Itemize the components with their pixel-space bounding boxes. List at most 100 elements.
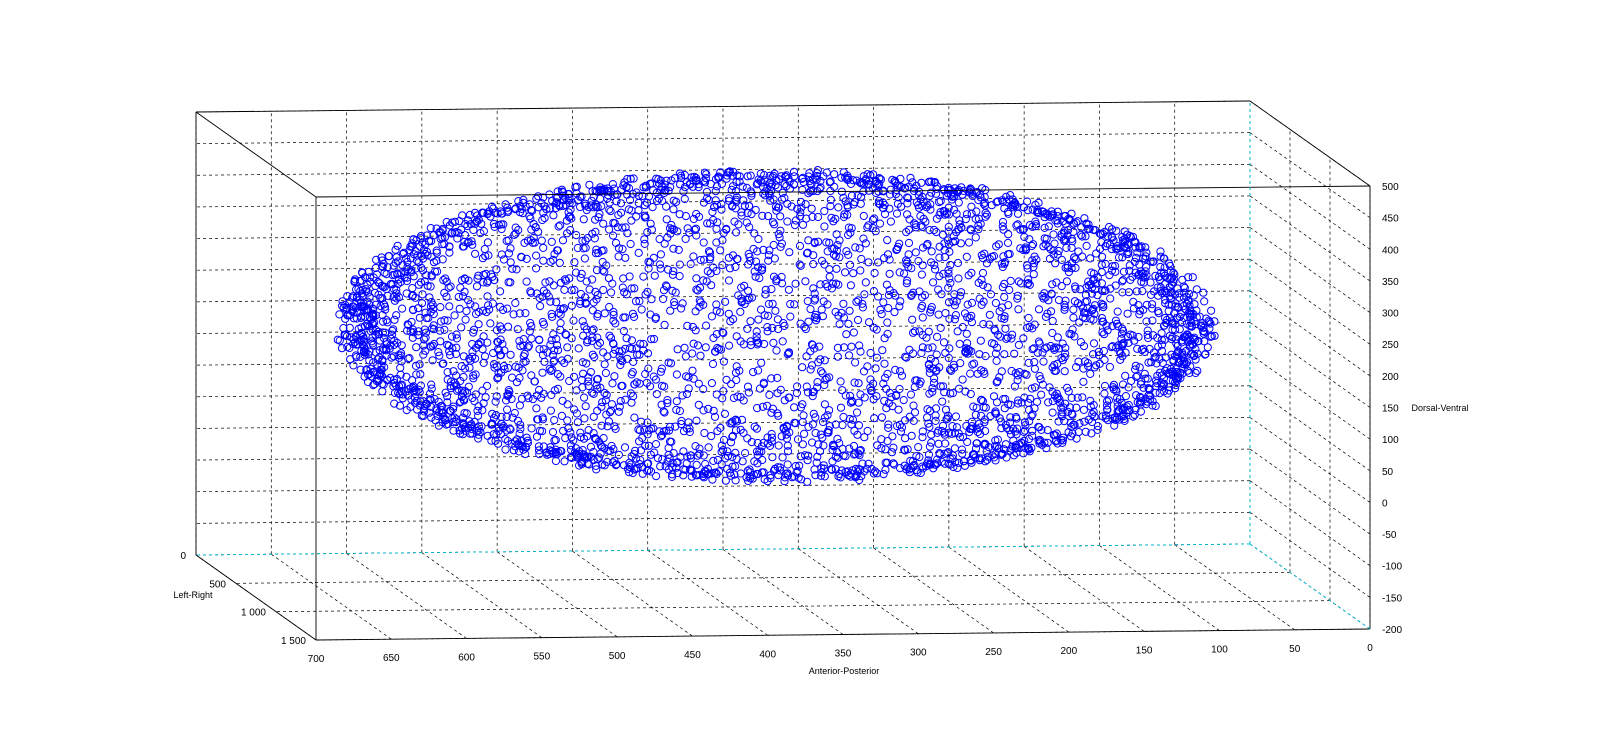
scatter-point xyxy=(890,308,899,317)
scatter-point xyxy=(900,445,909,454)
scatter-point xyxy=(1160,263,1169,272)
scatter-point xyxy=(1123,230,1132,239)
scatter-point xyxy=(1006,191,1015,200)
scatter-point xyxy=(692,460,701,469)
scatter-point xyxy=(521,202,530,211)
scatter-point xyxy=(640,235,649,244)
scatter-point xyxy=(452,330,461,339)
scatter-point xyxy=(1193,366,1202,375)
scatter-point xyxy=(977,251,986,260)
scatter-point xyxy=(1017,438,1026,447)
scatter-point xyxy=(850,378,859,387)
scatter-point xyxy=(668,470,677,479)
scatter-point xyxy=(713,218,722,227)
scatter-point xyxy=(816,280,825,289)
scatter-point xyxy=(815,184,824,194)
scatter-point xyxy=(384,252,393,261)
scatter-point xyxy=(1019,225,1028,234)
scatter-point xyxy=(691,442,700,451)
scatter-point xyxy=(953,463,962,473)
scatter-point xyxy=(584,377,593,386)
scatter-point xyxy=(970,359,979,368)
scatter-point xyxy=(699,276,708,285)
scatter-point xyxy=(506,425,515,434)
scatter-point xyxy=(849,269,858,278)
scatter-point xyxy=(708,207,717,217)
scatter-point xyxy=(1171,325,1180,334)
scatter-point xyxy=(620,178,629,187)
scatter-point xyxy=(532,264,541,273)
scatter-point xyxy=(844,250,853,259)
scatter-point xyxy=(1156,247,1165,256)
scatter-point xyxy=(981,403,990,412)
scatter-point xyxy=(1125,406,1134,415)
scatter-point xyxy=(1081,427,1090,436)
scatter-point xyxy=(998,217,1008,227)
scatter-point xyxy=(573,418,582,427)
scatter-point xyxy=(641,369,650,379)
scatter-point xyxy=(1156,262,1165,272)
scatter-point xyxy=(426,307,435,317)
scatter-point xyxy=(767,182,776,191)
scatter-point xyxy=(403,273,412,282)
scatter-point xyxy=(644,441,653,450)
scatter-point xyxy=(582,277,591,286)
scatter-point xyxy=(703,219,712,228)
scatter-point xyxy=(809,260,818,269)
scatter-point xyxy=(719,435,729,445)
scatter-point xyxy=(1012,448,1021,457)
scatter-point xyxy=(1102,321,1111,330)
scatter-point xyxy=(819,441,828,450)
scatter-point xyxy=(486,270,496,279)
scatter-point xyxy=(842,174,851,183)
scatter-point xyxy=(618,381,627,390)
scatter-point xyxy=(1102,397,1112,406)
scatter-point xyxy=(519,335,528,344)
scatter-point xyxy=(614,252,623,261)
scatter-point xyxy=(847,420,856,429)
scatter-point xyxy=(863,426,872,436)
scatter-point xyxy=(1008,330,1017,339)
scatter-point xyxy=(429,258,439,267)
scatter-point xyxy=(588,333,597,342)
scatter-point xyxy=(874,196,884,206)
scatter-point xyxy=(1017,398,1026,407)
scatter-point xyxy=(548,312,557,321)
scatter-point xyxy=(833,434,842,443)
scatter-point xyxy=(547,390,556,400)
scatter-point xyxy=(1028,345,1037,354)
scatter-point xyxy=(572,231,581,240)
scatter-point xyxy=(1006,276,1015,285)
scatter-point xyxy=(378,357,387,366)
scatter-point xyxy=(1061,349,1070,358)
scatter-point xyxy=(612,460,621,469)
x-tick-label: 100 xyxy=(1211,645,1228,656)
scatter-point xyxy=(1173,313,1182,322)
scatter-point xyxy=(345,323,354,332)
scatter-point xyxy=(593,309,602,319)
scatter-point xyxy=(761,187,770,196)
grid-line-floor-x xyxy=(346,553,467,639)
scatter-point xyxy=(589,389,598,398)
scatter-point xyxy=(547,336,556,345)
scatter-point xyxy=(641,290,650,299)
scatter-point xyxy=(514,197,523,206)
scatter-point xyxy=(857,254,866,264)
scatter-point xyxy=(511,204,520,213)
grid-line-back-z xyxy=(195,163,1251,176)
scatter-point xyxy=(604,274,614,283)
scatter-point xyxy=(918,343,927,352)
scatter-point xyxy=(846,228,855,237)
scatter-point xyxy=(678,391,687,400)
scatter-point xyxy=(635,426,645,435)
scatter-point xyxy=(1059,433,1068,442)
scatter-point xyxy=(614,244,624,253)
scatter-point xyxy=(1116,355,1125,364)
scatter-point xyxy=(731,448,740,457)
scatter-point xyxy=(980,249,989,258)
scatter-point xyxy=(699,451,708,460)
scatter-point xyxy=(1078,232,1087,241)
scatter-point xyxy=(1052,436,1061,445)
scatter-point xyxy=(926,308,935,317)
scatter-point xyxy=(449,367,458,376)
